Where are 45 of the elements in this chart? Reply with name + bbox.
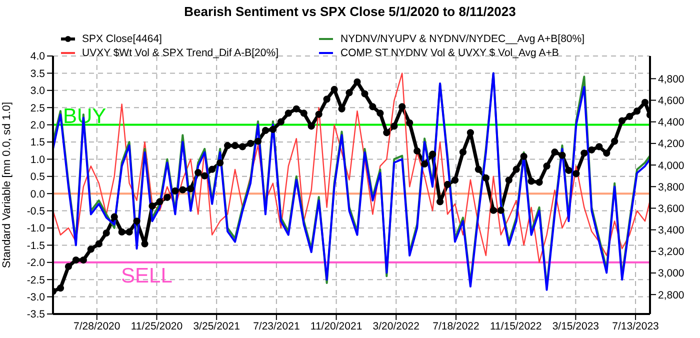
ref-line-label: BUY bbox=[63, 104, 106, 128]
legend-label: UVXY $Wt Vol & SPX Trend_Dif A-B[20%] bbox=[82, 46, 278, 60]
x-tick-label: 7/13/2023 bbox=[612, 320, 660, 332]
y-axis-title: Standard Variable [mn 0.0, sd 1.0] bbox=[0, 102, 13, 268]
y2-tick-label: 3,600 bbox=[658, 202, 684, 215]
y-tick-label: 1.5 bbox=[30, 136, 46, 149]
y-tick-label: 2.0 bbox=[30, 120, 46, 132]
y2-tick-label: 2,800 bbox=[658, 289, 684, 302]
y-tick-label: 3.5 bbox=[30, 68, 46, 80]
y2-tick-label: 3,200 bbox=[658, 246, 684, 258]
x-tick-label: 3/20/2022 bbox=[372, 320, 420, 332]
x-tick-label: 3/15/2023 bbox=[552, 320, 600, 332]
y2-tick-label: 4,400 bbox=[658, 116, 684, 129]
y-tick-label: 2.5 bbox=[30, 102, 46, 114]
y2-tick-label: 4,600 bbox=[658, 94, 684, 107]
y-tick-label: -3.5 bbox=[26, 308, 46, 321]
x-tick-label: 7/18/2022 bbox=[432, 320, 480, 332]
y-tick-label: 3.0 bbox=[30, 85, 46, 98]
chart-title: Bearish Sentiment vs SPX Close 5/1/2020 to 8/11/2023 bbox=[183, 4, 517, 19]
y2-tick-label: 3,400 bbox=[658, 224, 684, 237]
x-tick-label: 11/25/2020 bbox=[130, 320, 183, 332]
x-tick-label: 3/25/2021 bbox=[193, 320, 240, 332]
ref-line-label: SELL bbox=[121, 264, 172, 288]
y-tick-label: 1.0 bbox=[30, 154, 46, 166]
y2-tick-label: 4,200 bbox=[658, 138, 684, 150]
x-tick-label: 7/28/2020 bbox=[74, 320, 120, 332]
legend-label: COMP ST NYDNV Vol & UVXY $ Vol_Avg A+B bbox=[340, 46, 559, 60]
x-tick-label: 11/15/2022 bbox=[490, 320, 542, 332]
legend-label: SPX Close[4464] bbox=[82, 32, 162, 46]
x-tick-label: 7/23/2021 bbox=[253, 320, 300, 332]
y2-tick-label: 4,000 bbox=[658, 160, 684, 172]
y-tick-label: -3.0 bbox=[26, 292, 46, 304]
legend-label: NYDNV/NYUPV & NYDNV/NYDEC__Avg A+B[80%] bbox=[340, 32, 585, 46]
y-tick-label: -2.0 bbox=[26, 257, 46, 270]
y-tick-label: 0.0 bbox=[30, 188, 46, 200]
y2-tick-label: 3,000 bbox=[658, 268, 684, 280]
y-tick-label: -1.0 bbox=[26, 222, 46, 235]
y-tick-label: -0.5 bbox=[26, 206, 46, 218]
y-tick-label: 0.5 bbox=[30, 171, 46, 184]
y2-tick-label: 4,800 bbox=[658, 73, 684, 86]
y2-tick-label: 3,800 bbox=[658, 181, 684, 194]
y-tick-label: -2.5 bbox=[26, 274, 46, 286]
x-tick-label: 11/20/2021 bbox=[310, 320, 362, 332]
y-tick-label: 4.0 bbox=[30, 50, 46, 63]
y-tick-label: -1.5 bbox=[26, 240, 46, 252]
